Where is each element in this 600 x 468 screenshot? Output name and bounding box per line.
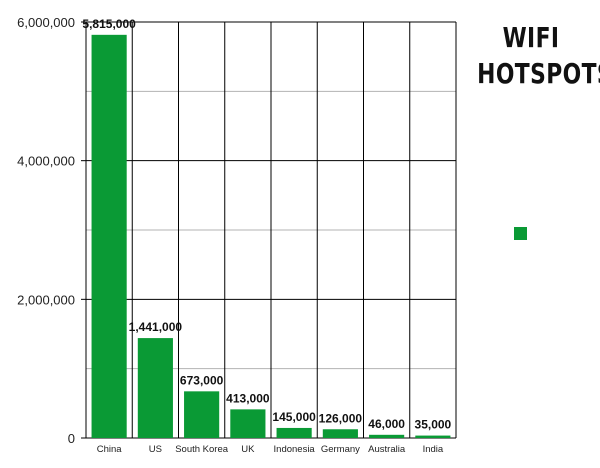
x-tick-label: UK (241, 444, 255, 455)
bar-germany (322, 429, 358, 438)
bar-us (137, 338, 173, 438)
x-tick-label: China (97, 444, 123, 455)
data-label: 46,000 (368, 417, 405, 431)
x-tick-label: Australia (368, 444, 406, 455)
data-label: 35,000 (415, 418, 452, 432)
y-tick-label: 4,000,000 (17, 154, 75, 169)
data-label: 1,441,000 (129, 320, 183, 334)
y-tick-label: 2,000,000 (17, 292, 75, 307)
x-tick-label: Indonesia (274, 444, 316, 455)
y-tick-label: 0 (68, 431, 75, 446)
x-tick-label: India (423, 444, 444, 455)
bar-indonesia (276, 427, 312, 438)
data-label: 5,815,000 (82, 17, 136, 31)
bar-india (415, 435, 451, 438)
x-tick-label: Germany (321, 444, 360, 455)
bar-south-korea (184, 391, 220, 438)
bar-uk (230, 409, 266, 438)
bar-china (91, 34, 127, 439)
data-label: 413,000 (226, 391, 270, 405)
legend-swatch (514, 227, 527, 240)
data-label: 126,000 (319, 411, 363, 425)
chart-title: WIFI HOTSPOTS (477, 21, 600, 90)
x-tick-label: US (149, 444, 162, 455)
y-tick-label: 6,000,000 (17, 15, 75, 30)
x-tick-label: South Korea (175, 444, 229, 455)
data-label: 145,000 (272, 410, 316, 424)
bar-australia (369, 434, 405, 438)
data-label: 673,000 (180, 373, 224, 387)
